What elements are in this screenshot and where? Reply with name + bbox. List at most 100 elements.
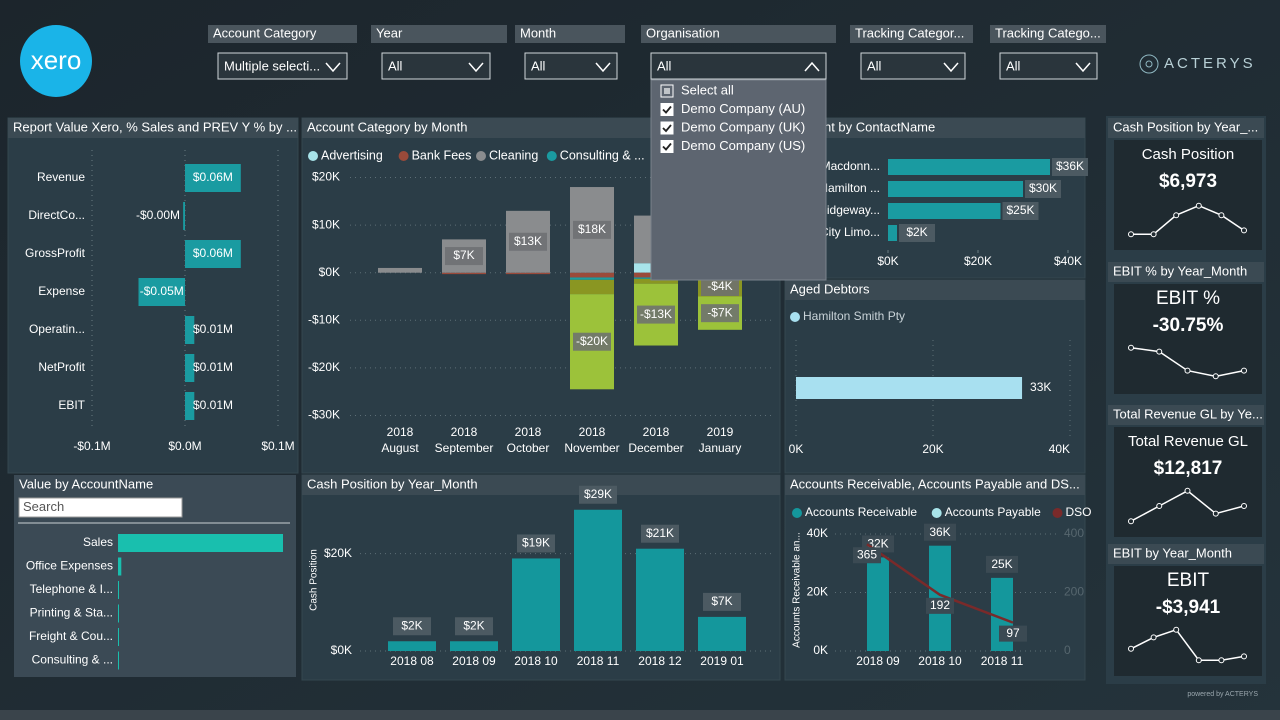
value-label: $13K	[514, 234, 542, 248]
value-label-bg	[924, 523, 956, 541]
x-tick-label: 2018	[387, 425, 414, 439]
legend-label: Bank Fees	[412, 148, 472, 162]
bar	[185, 392, 195, 420]
value-label: $7K	[453, 248, 474, 262]
bar	[118, 581, 119, 599]
sparkline-point	[1218, 212, 1225, 219]
value-label-bg	[509, 232, 547, 251]
checkbox[interactable]	[660, 103, 674, 116]
bar-segment	[634, 278, 678, 284]
bar-segment	[570, 277, 614, 280]
value-label: $7K	[711, 594, 732, 608]
value-label: 97	[1006, 626, 1020, 640]
category-label: City Limo...	[820, 225, 880, 239]
value-label: 33K	[1030, 380, 1051, 394]
filter-box[interactable]	[650, 52, 827, 80]
filter-label: Year	[376, 25, 403, 40]
category-label: DirectCo...	[28, 208, 85, 222]
bar-segment	[570, 279, 614, 295]
value-label: -$0.05M	[140, 284, 184, 298]
category-label: Office Expenses	[26, 559, 113, 573]
value-label-bg	[899, 224, 935, 242]
legend-marker	[792, 508, 802, 518]
dropdown-option[interactable]: Demo Company (UK)	[681, 119, 805, 134]
x-tick-label: 2019 01	[700, 654, 744, 668]
y-tick-label: $10K	[312, 217, 340, 231]
filter-box[interactable]	[217, 52, 348, 80]
y-tick-label: 40K	[807, 526, 828, 540]
kpi-card	[1114, 427, 1262, 537]
category-label: Revenue	[37, 170, 85, 184]
value-label-bg	[573, 220, 611, 239]
bottom-bar	[0, 710, 1280, 720]
x-tick-label: 2018 09	[856, 654, 900, 668]
x-tick-label: September	[435, 441, 494, 455]
x-tick-label: $40K	[1054, 254, 1082, 268]
filter-label: Month	[520, 25, 556, 40]
sparkline-point	[1128, 231, 1134, 238]
dropdown-option[interactable]: Demo Company (AU)	[681, 101, 805, 116]
x-tick-label: 40K	[1049, 442, 1070, 456]
y-tick-label: 20K	[807, 585, 828, 599]
chevron	[325, 62, 341, 73]
x-tick-label: November	[564, 441, 619, 455]
bar	[118, 604, 119, 623]
bar	[118, 534, 283, 552]
bar	[574, 509, 622, 651]
filter-box[interactable]	[524, 52, 618, 80]
value-label-bg	[445, 247, 483, 266]
panel-header	[1108, 262, 1264, 282]
x-tick-label: 2018	[451, 425, 478, 439]
y-tick-label: 0K	[813, 643, 828, 657]
bar	[888, 203, 1001, 219]
panel-header	[785, 280, 1085, 300]
y-tick-label: $20K	[312, 170, 340, 184]
value-label-bg	[853, 547, 881, 564]
bar	[867, 557, 889, 651]
filter-value: All	[867, 58, 882, 73]
legend-marker	[398, 151, 409, 161]
filter-box[interactable]	[860, 52, 966, 80]
sparkline-point	[1128, 344, 1134, 351]
filter-value: All	[1006, 58, 1021, 73]
x-tick-label: December	[628, 441, 683, 455]
category-label: Consulting & ...	[32, 653, 113, 667]
checkbox[interactable]	[660, 140, 674, 153]
sparkline-point	[1150, 634, 1157, 641]
x-tick-label: 2018	[579, 425, 606, 439]
search-box[interactable]	[18, 497, 183, 518]
value-label-bg	[579, 485, 617, 504]
x-tick-label: 2018 08	[390, 654, 434, 668]
value-label-bg	[517, 534, 555, 553]
dropdown-option[interactable]: Select all	[681, 82, 734, 97]
value-label: -$0.00M	[136, 208, 180, 222]
value-label: $2K	[463, 618, 484, 632]
value-label-bg	[701, 304, 739, 323]
legend-marker	[790, 312, 800, 322]
kpi-header: EBIT % by Year_Month	[1113, 263, 1247, 278]
chevron	[468, 62, 484, 73]
kpi-title: Cash Position	[1142, 146, 1235, 163]
filter-value: Multiple selecti...	[224, 58, 320, 73]
value-label: $18K	[578, 222, 606, 236]
filter-box[interactable]	[999, 52, 1098, 80]
x-tick-label: 2018	[643, 425, 670, 439]
x-tick-label: 0K	[789, 442, 804, 456]
value-label: 365	[857, 547, 877, 561]
category-label: Operatin...	[29, 322, 85, 336]
legend-label: Accounts Payable	[945, 505, 1041, 519]
panel-header	[1108, 118, 1264, 138]
x-tick-label: $0K	[877, 254, 898, 268]
panel-header	[785, 475, 1085, 495]
dropdown-option[interactable]: Demo Company (US)	[681, 138, 805, 153]
sparkline-point	[1173, 626, 1180, 633]
filter-label: Tracking Catego...	[995, 25, 1101, 40]
kpi-card	[1114, 140, 1262, 250]
legend-marker	[931, 508, 942, 518]
checkbox[interactable]	[660, 121, 674, 135]
kpi-value: $6,973	[1159, 171, 1217, 192]
value-label-bg	[455, 617, 493, 636]
kpi-header: EBIT by Year_Month	[1113, 545, 1232, 560]
dropdown-list	[650, 79, 827, 281]
